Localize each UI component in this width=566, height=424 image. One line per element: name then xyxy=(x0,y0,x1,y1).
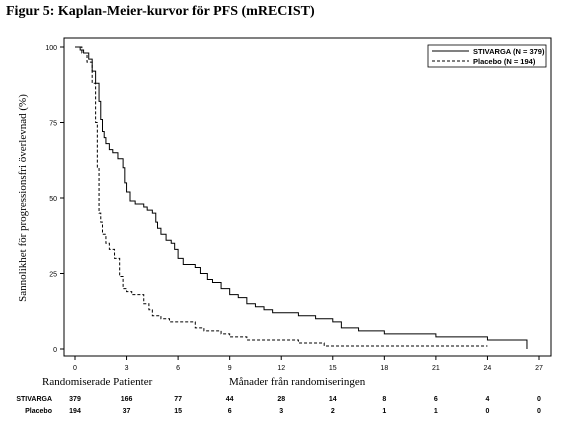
y-tick-label: 0 xyxy=(53,347,57,354)
risk-cell: 194 xyxy=(69,408,81,415)
x-tick-label: 9 xyxy=(228,365,232,372)
y-tick-label: 75 xyxy=(49,121,57,128)
plot-frame xyxy=(63,37,552,357)
legend-label-placebo: Placebo (N = 194) xyxy=(473,57,536,66)
x-tick-label: 0 xyxy=(73,365,77,372)
x-tick-label: 6 xyxy=(176,365,180,372)
x-axis: 0 3 6 9 12 15 18 21 24 27 xyxy=(73,356,543,372)
x-tick-label: 18 xyxy=(380,365,388,372)
risk-cell: 28 xyxy=(277,396,285,403)
risk-cell: 3 xyxy=(279,408,283,415)
y-tick-label: 100 xyxy=(45,45,57,52)
risk-cell: 4 xyxy=(485,396,489,403)
y-axis-label: Sannolikhet för progressionsfri överlevn… xyxy=(17,94,29,302)
risk-cell: 166 xyxy=(121,396,133,403)
risk-row-label: Placebo xyxy=(25,408,52,415)
risk-cell: 0 xyxy=(485,408,489,415)
x-tick-label: 15 xyxy=(329,365,337,372)
placebo-curve xyxy=(75,46,488,347)
y-tick-label: 50 xyxy=(49,196,57,203)
x-tick-label: 24 xyxy=(484,365,492,372)
x-tick-label: 27 xyxy=(535,365,543,372)
risk-cell: 379 xyxy=(69,396,81,403)
risk-cell: 14 xyxy=(329,396,337,403)
risk-cell: 0 xyxy=(537,408,541,415)
risk-cell: 0 xyxy=(537,396,541,403)
risk-row-label: STIVARGA xyxy=(16,396,52,403)
figure-title: Figur 5: Kaplan-Meier-kurvor för PFS (mR… xyxy=(6,4,315,19)
x-tick-label: 12 xyxy=(277,365,285,372)
risk-cell: 6 xyxy=(434,396,438,403)
x-tick-label: 21 xyxy=(432,365,440,372)
risk-table-header: Randomiserade Patienter xyxy=(42,376,153,388)
risk-cell: 15 xyxy=(174,408,182,415)
legend-label-stivarga: STIVARGA (N = 379) xyxy=(473,47,545,56)
risk-cell: 6 xyxy=(228,408,232,415)
series-layer xyxy=(75,46,528,349)
risk-cell: 44 xyxy=(226,396,234,403)
y-tick-label: 25 xyxy=(49,272,57,279)
risk-table: STIVARGA 379 166 77 44 28 14 8 6 4 0 Placebo 194 37 15… xyxy=(16,396,541,415)
stivarga-curve xyxy=(75,46,528,349)
risk-cell: 37 xyxy=(123,408,131,415)
risk-cell: 1 xyxy=(434,408,438,415)
legend: STIVARGA (N = 379) Placebo (N = 194) xyxy=(427,44,547,68)
risk-cell: 77 xyxy=(174,396,182,403)
risk-cell: 1 xyxy=(382,408,386,415)
x-tick-label: 3 xyxy=(125,365,129,372)
y-axis: 0 25 50 75 100 xyxy=(45,45,64,354)
x-axis-label: Månader från randomiseringen xyxy=(229,376,366,388)
risk-cell: 8 xyxy=(382,396,386,403)
risk-cell: 2 xyxy=(331,408,335,415)
